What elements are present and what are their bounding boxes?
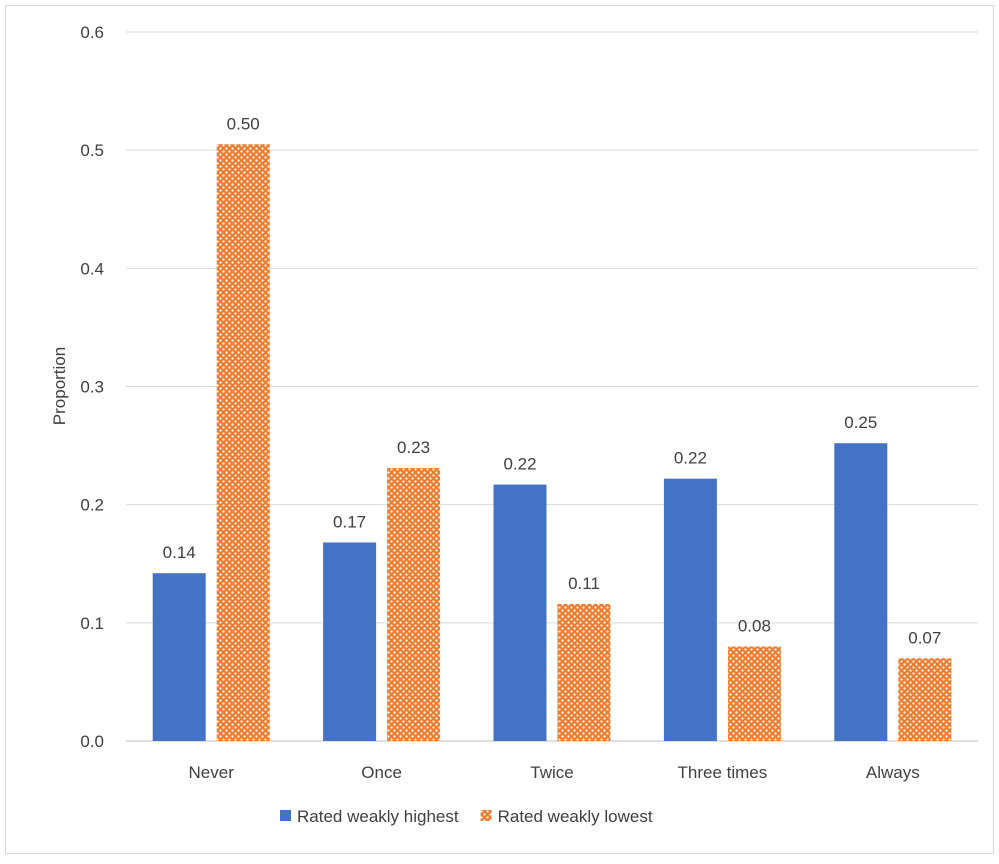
data-label: 0.23: [397, 438, 430, 457]
legend-swatch: [280, 810, 291, 821]
y-tick-label: 0.2: [80, 496, 104, 515]
x-tick-label: Always: [866, 763, 920, 782]
data-label: 0.07: [908, 628, 941, 647]
data-label: 0.25: [844, 413, 877, 432]
bar-always-series-1: [834, 443, 888, 741]
bar-always-series-2: [898, 658, 952, 741]
y-tick-label: 0.4: [80, 259, 104, 278]
data-label: 0.11: [568, 574, 600, 593]
legend-swatch: [480, 810, 492, 821]
data-label: 0.14: [163, 543, 196, 562]
bar-once-series-2: [387, 468, 441, 741]
x-tick-label: Once: [361, 763, 402, 782]
bar-never-series-1: [152, 573, 206, 741]
y-tick-label: 0.1: [80, 614, 104, 633]
bar-twice-series-1: [493, 484, 547, 741]
x-tick-label: Twice: [530, 763, 573, 782]
x-axis-ticks: Never Once Twice Three times Always: [189, 763, 920, 782]
y-axis-ticks: 0.0 0.1 0.2 0.3 0.4 0.5 0.6: [80, 23, 104, 751]
x-tick-label: Three times: [678, 763, 768, 782]
bar-once-series-1: [323, 542, 377, 741]
y-tick-label: 0.3: [80, 378, 104, 397]
data-label: 0.22: [674, 449, 707, 468]
y-tick-label: 0.0: [80, 732, 104, 751]
bar-three-times-series-1: [663, 478, 717, 741]
legend-label: Rated weakly highest: [297, 807, 459, 826]
bar-twice-series-2: [557, 603, 611, 741]
data-label: 0.50: [227, 114, 260, 133]
bar-three-times-series-2: [727, 646, 781, 741]
y-tick-label: 0.6: [80, 23, 104, 42]
y-axis-title: Proportion: [50, 347, 69, 425]
y-tick-label: 0.5: [80, 141, 104, 160]
data-label: 0.22: [503, 455, 536, 474]
bar-never-series-2: [216, 144, 270, 742]
legend-label: Rated weakly lowest: [498, 807, 653, 826]
bars: [152, 144, 952, 742]
x-tick-label: Never: [189, 763, 235, 782]
data-labels: 0.14 0.50 0.17 0.23 0.22 0.11 0.22 0.08 0.25 0.07: [163, 114, 942, 647]
data-label: 0.08: [738, 616, 771, 635]
legend: Rated weakly highest Rated weakly lowest: [280, 807, 653, 826]
data-label: 0.17: [333, 512, 366, 531]
